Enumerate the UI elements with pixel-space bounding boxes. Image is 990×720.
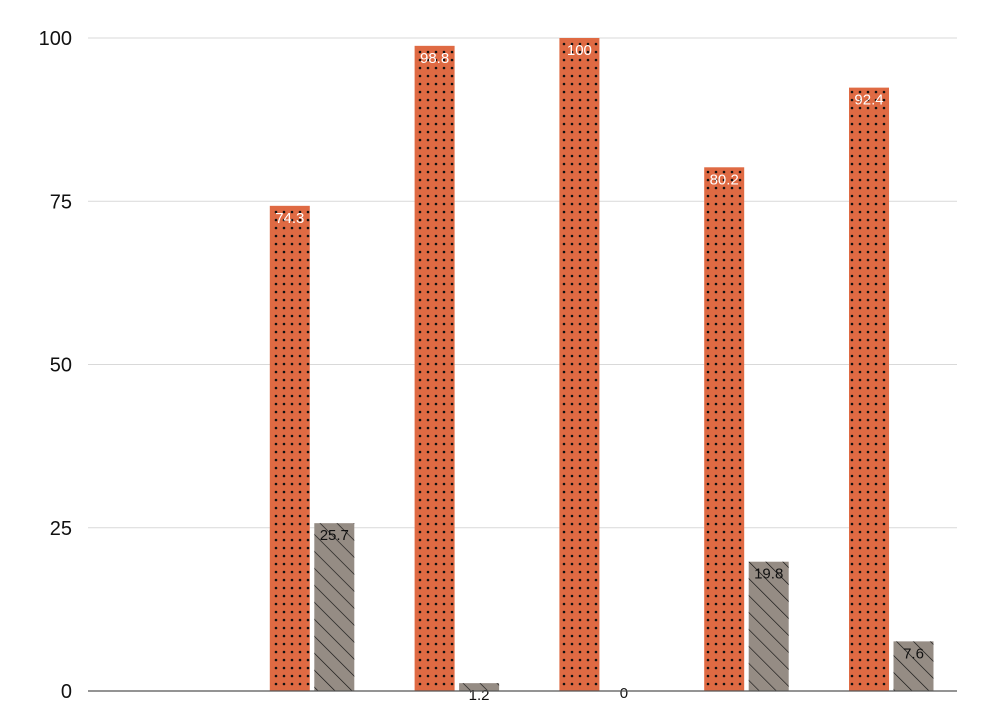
y-tick-label: 25 <box>50 518 72 540</box>
bar-pattern <box>269 205 310 692</box>
data-labels: 74.3 25.7 98.8 1.2 100 0 80.2 19.8 92.4 7.6 <box>275 42 924 704</box>
data-label: 92.4 <box>854 92 883 109</box>
data-label: 1.2 <box>469 687 490 704</box>
bar-series-1 <box>849 87 889 692</box>
bar-pattern <box>459 683 500 691</box>
bar-series-2 <box>459 683 500 691</box>
y-tick-label: 0 <box>61 681 72 703</box>
bar-series-1 <box>414 45 455 691</box>
bar-series-1 <box>559 38 600 691</box>
bar-series-1 <box>704 167 745 691</box>
data-label: 74.3 <box>275 210 304 227</box>
data-label: 98.8 <box>420 50 449 67</box>
data-label: 80.2 <box>710 171 739 188</box>
data-label: 7.6 <box>903 645 924 662</box>
bar-series-2 <box>893 641 934 691</box>
bar-pattern <box>893 641 934 691</box>
bar-pattern <box>748 561 789 691</box>
bar-pattern <box>704 167 745 691</box>
y-tick-label: 50 <box>50 355 72 377</box>
data-label: 19.8 <box>754 566 783 583</box>
bars <box>269 38 934 692</box>
data-label: 0 <box>620 685 628 702</box>
y-axis-ticks: 0 25 50 75 100 <box>39 28 72 703</box>
bar-pattern <box>414 45 455 691</box>
y-tick-label: 100 <box>39 28 72 50</box>
y-tick-label: 75 <box>50 191 72 213</box>
bar-pattern <box>849 87 889 692</box>
bar-series-2 <box>748 561 789 691</box>
bar-series-1 <box>269 205 310 692</box>
data-label: 100 <box>567 42 592 59</box>
gridlines <box>88 37 957 529</box>
bar-pattern <box>314 523 355 691</box>
data-label: 25.7 <box>320 527 349 544</box>
bar-pattern <box>559 38 600 691</box>
bar-series-2 <box>314 523 355 691</box>
